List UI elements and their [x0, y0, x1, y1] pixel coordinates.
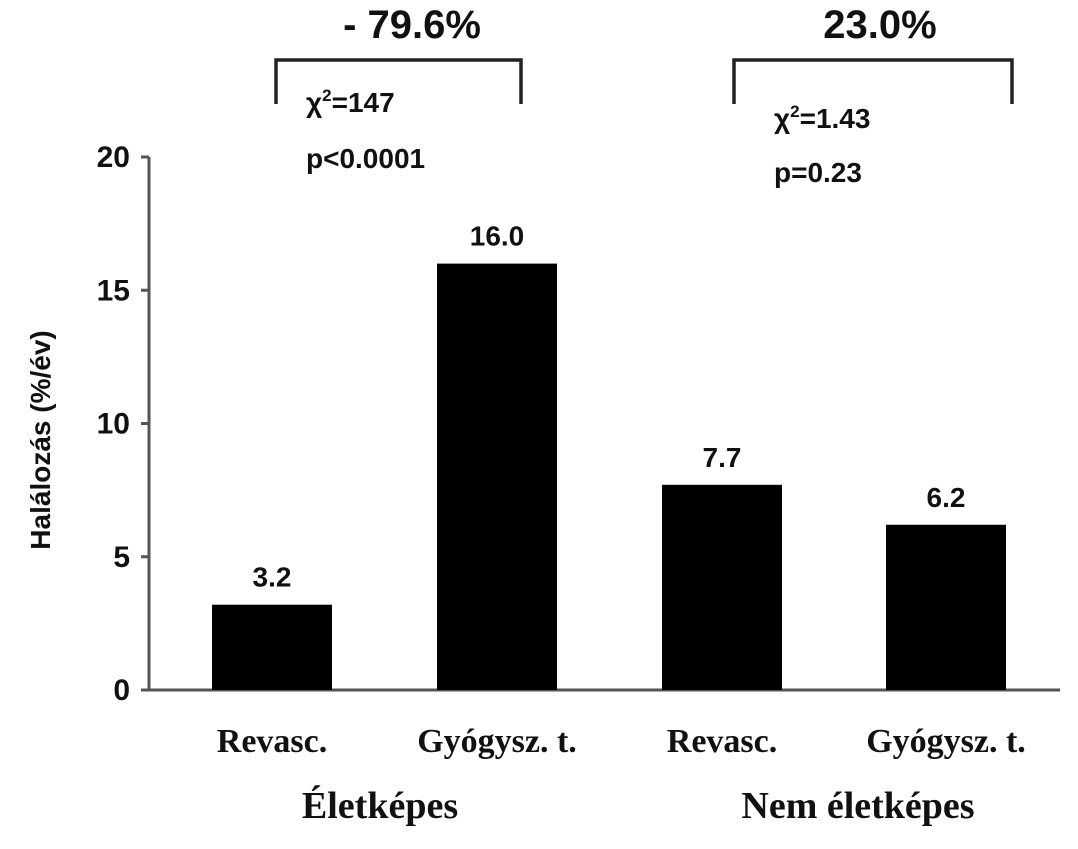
bar	[886, 524, 1006, 690]
comparison-group-1: - 79.6% χ2=147 p<0.0001	[274, 3, 523, 174]
category-label: Revasc.	[217, 723, 327, 760]
category-label: Revasc.	[667, 723, 777, 760]
y-tick-label: 20	[97, 141, 130, 174]
category-label: Gyógysz. t.	[417, 723, 577, 760]
comparison-percent-1: - 79.6%	[343, 3, 481, 47]
comparison-bracket-2	[732, 58, 1014, 104]
category-labels: Revasc. Gyógysz. t. Revasc. Gyógysz. t.	[217, 723, 1026, 760]
bar-value-label: 6.2	[927, 482, 966, 513]
y-axis-label: Halálozás (%/év)	[25, 330, 56, 549]
bars	[212, 263, 1006, 690]
bar	[212, 604, 332, 690]
category-label: Gyógysz. t.	[866, 723, 1026, 760]
bar	[662, 484, 782, 690]
comparison-percent-2: 23.0%	[823, 3, 936, 47]
value-labels: 3.2 16.0 7.7 6.2	[253, 221, 966, 593]
bar-value-label: 16.0	[470, 221, 525, 252]
bar-value-label: 7.7	[703, 442, 742, 473]
comparison-bracket-1	[274, 58, 523, 104]
bar	[437, 263, 557, 690]
y-tick-label: 10	[97, 408, 130, 441]
comparison-group-2: 23.0% χ2=1.43 p=0.23	[732, 3, 1014, 188]
chi-square-2: χ2=1.43	[774, 102, 870, 134]
p-value-2: p=0.23	[774, 157, 862, 188]
y-tick-label: 5	[113, 541, 130, 574]
group-label-eletkepes: Életképes	[302, 785, 458, 827]
y-tick-label: 0	[113, 674, 130, 707]
p-value-1: p<0.0001	[306, 143, 425, 174]
y-ticks: 0 5 10 15 20	[97, 141, 149, 707]
y-tick-label: 15	[97, 274, 130, 307]
group-label-nem-eletkepes: Nem életképes	[741, 785, 974, 827]
chi-square-1: χ2=147	[306, 86, 395, 118]
bar-value-label: 3.2	[253, 562, 292, 593]
